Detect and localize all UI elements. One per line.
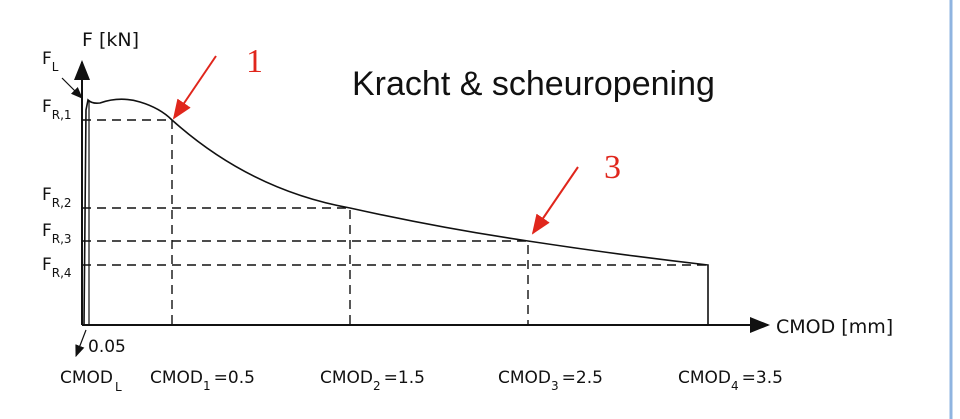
label-main: F — [42, 49, 52, 69]
label-sub: L — [52, 60, 59, 74]
label-sub: 1 — [203, 379, 211, 393]
cmod-l-value: 0.05 — [88, 337, 126, 357]
callout-label: 3 — [604, 149, 621, 186]
label-main: F — [42, 97, 52, 117]
label-value: =0.5 — [214, 368, 255, 388]
label-value: =2.5 — [562, 368, 603, 388]
y-label: FR,2 — [42, 185, 72, 210]
y-label: FR,4 — [42, 255, 72, 280]
x-label: CMOD4 =3.5 — [678, 368, 783, 393]
guide-lines — [82, 119, 708, 325]
callout-arrow — [531, 166, 579, 235]
label-sub: R,2 — [52, 196, 72, 210]
y-label: FR,3 — [42, 221, 72, 246]
x-label: CMOD1 =0.5 — [150, 368, 255, 393]
label-sub: 3 — [551, 379, 559, 393]
label-sub: 2 — [373, 379, 381, 393]
label-sub: 4 — [731, 379, 739, 393]
x-axis-title: CMOD [mm] — [776, 316, 893, 338]
label-main: CMOD — [60, 368, 113, 388]
callout-arrow — [172, 55, 217, 120]
y-axis-title: F [kN] — [82, 29, 139, 51]
label-main: F — [42, 255, 52, 275]
x-label: CMOD L — [60, 368, 122, 394]
label-main: CMOD — [150, 368, 203, 388]
label-sub: R,4 — [52, 266, 72, 280]
label-main: CMOD — [498, 368, 551, 388]
callout-label: 1 — [246, 43, 263, 80]
y-label: FL — [42, 49, 59, 74]
load-curve — [83, 98, 709, 326]
y-label: FR,1 — [42, 97, 72, 122]
label-main: CMOD — [320, 368, 373, 388]
label-sub: R,3 — [52, 232, 72, 246]
label-main: F — [42, 185, 52, 205]
label-value: =3.5 — [742, 368, 783, 388]
label-value: =1.5 — [384, 368, 425, 388]
label-sub: L — [115, 380, 122, 394]
label-sub: R,1 — [52, 108, 72, 122]
label-main: F — [42, 221, 52, 241]
title: Kracht & scheuropening — [352, 65, 715, 103]
cmod-l-arrow — [75, 329, 87, 358]
label-main: CMOD — [678, 368, 731, 388]
x-label: CMOD2 =1.5 — [320, 368, 425, 393]
fl-arrow — [61, 77, 83, 99]
x-label: CMOD3 =2.5 — [498, 368, 603, 393]
